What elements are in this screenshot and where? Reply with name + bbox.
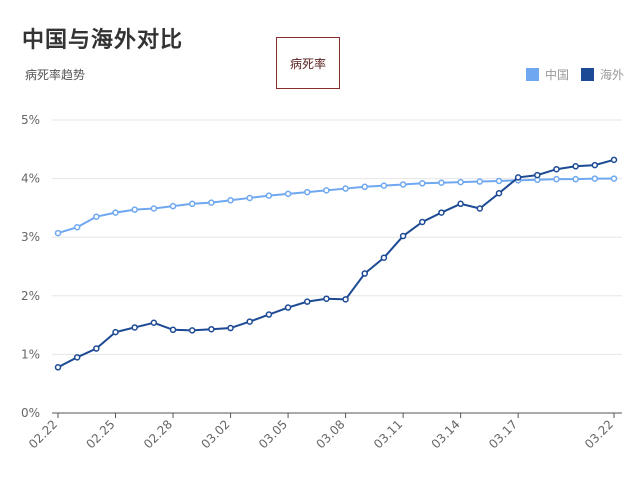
series-line-china	[57, 177, 614, 235]
legend-swatch-overseas	[580, 68, 594, 81]
data-point-overseas	[399, 232, 407, 240]
chart-subtitle: 病死率趋势	[25, 68, 86, 82]
data-point-china	[361, 183, 369, 191]
x-tick-label: 03.05	[256, 417, 290, 451]
x-tick-label: 03.02	[198, 417, 232, 451]
y-tick-label: 1%	[21, 347, 40, 361]
data-point-china	[419, 180, 426, 187]
data-point-china	[476, 178, 484, 185]
legend-item-china[interactable]: 中国	[525, 66, 569, 83]
legend-label-china: 中国	[544, 68, 569, 82]
data-point-overseas	[150, 319, 158, 327]
y-tick-label: 3%	[21, 230, 40, 244]
data-point-china	[227, 197, 234, 204]
data-point-china	[457, 178, 464, 186]
legend-swatch-china	[525, 68, 539, 81]
data-point-china	[265, 192, 273, 199]
data-point-china	[572, 175, 579, 183]
data-point-overseas	[323, 295, 330, 302]
data-point-china	[54, 229, 62, 237]
data-point-china	[131, 206, 138, 213]
data-point-overseas	[93, 345, 100, 352]
data-point-overseas	[572, 163, 579, 170]
x-tick-label: 03.22	[582, 417, 616, 451]
y-tick-label: 2%	[21, 289, 40, 303]
data-point-china	[342, 185, 349, 192]
chart-title: 中国与海外对比	[22, 28, 184, 53]
data-point-overseas	[495, 190, 503, 197]
data-point-china	[399, 181, 407, 188]
legend-label-overseas: 海外	[599, 68, 624, 82]
data-point-overseas	[361, 270, 369, 277]
data-point-overseas	[514, 174, 522, 181]
metric-button[interactable]: 病死率	[276, 37, 340, 89]
x-tick-label: 03.14	[429, 417, 463, 451]
data-point-china	[438, 179, 445, 186]
data-point-china	[591, 175, 599, 182]
data-point-china	[610, 175, 618, 182]
data-point-china	[150, 205, 158, 212]
data-point-china	[553, 175, 560, 183]
x-tick-label: 03.11	[371, 417, 405, 451]
data-point-overseas	[553, 165, 560, 173]
data-point-overseas	[54, 364, 62, 371]
x-tick-label: 03.17	[486, 417, 520, 451]
x-tick-label: 02.25	[83, 417, 117, 451]
data-point-overseas	[303, 298, 311, 305]
data-point-overseas	[227, 324, 234, 332]
data-point-china	[112, 209, 119, 216]
data-point-china	[73, 223, 81, 231]
x-tick-label: 02.28	[141, 417, 175, 451]
data-point-overseas	[265, 311, 273, 318]
data-point-overseas	[208, 325, 215, 333]
data-point-china	[169, 202, 177, 210]
data-point-overseas	[342, 296, 349, 303]
data-point-overseas	[476, 205, 484, 212]
x-tick-label: 02.22	[26, 417, 60, 451]
data-point-overseas	[438, 209, 445, 216]
data-point-overseas	[380, 254, 388, 261]
legend-item-overseas[interactable]: 海外	[580, 66, 624, 83]
x-tick-label: 03.08	[314, 417, 348, 451]
data-point-china	[246, 194, 253, 202]
y-tick-label: 5%	[21, 113, 40, 127]
data-point-china	[323, 187, 330, 194]
data-point-overseas	[169, 326, 177, 334]
data-point-china	[284, 190, 292, 198]
data-point-overseas	[610, 156, 618, 164]
series-line-overseas	[57, 158, 615, 369]
data-point-overseas	[188, 327, 196, 334]
data-point-overseas	[246, 318, 253, 325]
data-point-china	[380, 182, 388, 189]
y-tick-label: 4%	[21, 172, 40, 186]
data-point-china	[495, 177, 503, 185]
data-point-overseas	[419, 218, 426, 226]
data-point-china	[208, 199, 215, 206]
data-point-china	[188, 200, 196, 208]
data-point-china	[93, 213, 100, 220]
data-point-overseas	[457, 200, 464, 208]
data-point-china	[303, 188, 311, 196]
data-point-overseas	[534, 171, 541, 179]
legend: 中国 海外	[525, 66, 624, 83]
data-point-overseas	[112, 328, 119, 336]
data-point-overseas	[284, 304, 292, 311]
data-point-overseas	[73, 354, 81, 361]
data-point-overseas	[591, 161, 599, 169]
data-point-overseas	[131, 324, 138, 331]
y-tick-label: 0%	[21, 406, 40, 420]
